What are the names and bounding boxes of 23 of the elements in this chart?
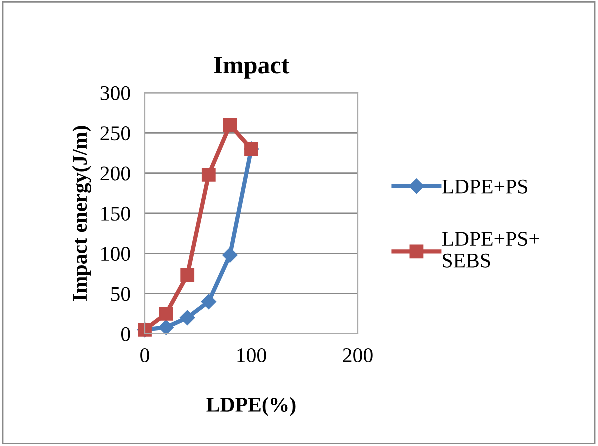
x-tick-label: 100: [238, 348, 266, 363]
y-tick-label: 0: [121, 327, 130, 342]
point: [222, 248, 238, 263]
y-tick-label: 200: [100, 166, 130, 181]
legend-label: LDPE+PS: [442, 180, 528, 194]
legend-label: LDPE+PS+ SEBS: [442, 232, 540, 268]
y-tick-label: 100: [102, 247, 130, 262]
point: [180, 310, 196, 326]
x-axis-title: LDPE(%): [206, 397, 296, 416]
chart-title: Impact: [214, 57, 290, 79]
point: [158, 320, 174, 336]
y-tick-label: 150: [102, 206, 130, 221]
x-tick-label: 200: [343, 348, 373, 363]
y-tick-label: 50: [111, 287, 130, 302]
y-tick-label: 250: [100, 126, 130, 141]
x-tick-label: 0: [140, 348, 150, 363]
y-tick-label: 300: [100, 86, 130, 100]
point: [180, 268, 195, 282]
point: [202, 168, 216, 182]
point: [159, 306, 174, 321]
point: [223, 118, 238, 132]
point: [201, 294, 216, 310]
y-axis-title: Impact energy(J/m): [72, 126, 92, 302]
